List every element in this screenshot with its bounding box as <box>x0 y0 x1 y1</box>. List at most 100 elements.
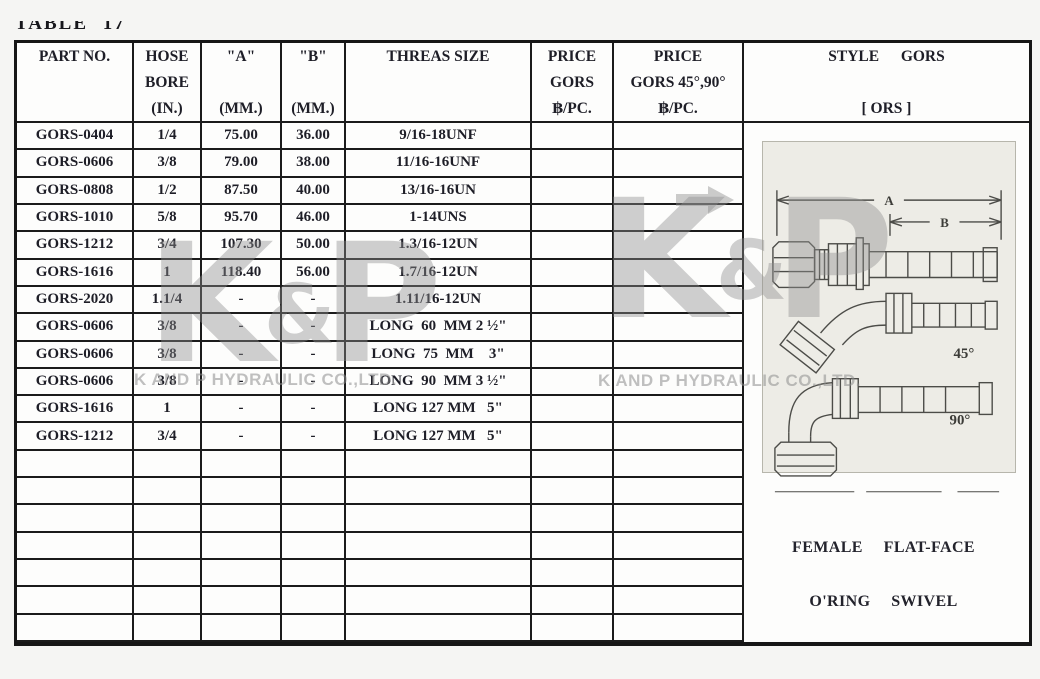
table-cell-part: GORS-0808 <box>17 177 134 205</box>
dimension-b-label: B <box>940 216 949 230</box>
header-dim-a: "A" (MM.) <box>202 43 282 123</box>
table-cell-thread: LONG 75 MM 3" <box>346 341 532 369</box>
table-cell-empty <box>282 478 346 506</box>
table-cell-price45 <box>614 177 744 205</box>
header-style-line1: STYLE GORS <box>828 48 945 65</box>
table-cell-thread: 1-14UNS <box>346 204 532 233</box>
header-price45-line3: ฿/PC. <box>658 99 698 117</box>
dimension-a-label: A <box>884 194 894 208</box>
table-cell-part: GORS-2020 <box>17 286 134 315</box>
table-cell-empty <box>282 532 346 561</box>
table-cell-a: - <box>202 314 282 342</box>
table-cell-price45 <box>614 232 744 260</box>
table-cell-thread: LONG 90 MM 3 ½" <box>346 368 532 397</box>
table-cell-thread: 1.3/16-12UN <box>346 232 532 260</box>
table-cell-empty <box>614 450 744 479</box>
header-part-no: PART NO. <box>17 43 134 123</box>
table-cell-thread: 9/16-18UNF <box>346 123 532 151</box>
table-cell-empty <box>532 505 614 533</box>
table-cell-empty <box>532 587 614 615</box>
table-cell-b: - <box>282 368 346 397</box>
dimension-a-lines <box>776 190 1002 240</box>
header-b-line2: (MM.) <box>291 99 335 117</box>
table-cell-bore: 1 <box>134 396 202 424</box>
table-cell-empty <box>17 450 134 479</box>
table-cell-a: 95.70 <box>202 204 282 233</box>
table-cell-bore: 5/8 <box>134 204 202 233</box>
table-cell-price <box>532 232 614 260</box>
table-cell-empty <box>346 614 532 642</box>
table-cell-empty <box>346 560 532 588</box>
table-cell-empty <box>134 505 202 533</box>
table-cell-empty <box>202 478 282 506</box>
table-cell-empty <box>282 450 346 479</box>
table-cell-bore: 3/4 <box>134 423 202 451</box>
table-cell-bore: 3/8 <box>134 314 202 342</box>
straight-fitting-drawing <box>772 237 998 291</box>
table-cell-bore: 3/8 <box>134 368 202 397</box>
table-label-text: TABLE 17 <box>15 21 126 34</box>
table-cell-empty <box>202 587 282 615</box>
table-cell-a: 87.50 <box>202 177 282 205</box>
header-price45-line2: GORS 45°,90° <box>630 73 726 91</box>
table-cell-a: 118.40 <box>202 259 282 287</box>
table-cell-empty <box>17 587 134 615</box>
table-cell-b: 50.00 <box>282 232 346 260</box>
table-cell-a: 75.00 <box>202 123 282 151</box>
table-cell-price <box>532 259 614 287</box>
header-price-line3: ฿/PC. <box>552 99 592 117</box>
table-cell-empty <box>532 532 614 561</box>
angle-45-label: 45° <box>953 346 974 362</box>
table-cell-thread: LONG 60 MM 2 ½" <box>346 314 532 342</box>
header-dim-b: "B" (MM.) <box>282 43 346 123</box>
table-cell-empty <box>134 614 202 642</box>
table-cell-empty <box>282 505 346 533</box>
table-cell-price45 <box>614 314 744 342</box>
table-cell-empty <box>282 614 346 642</box>
table-cell-a: 79.00 <box>202 150 282 178</box>
header-hose-bore: HOSE BORE (IN.) <box>134 43 202 123</box>
dimension-b-lines <box>889 214 1002 236</box>
table-cell-price45 <box>614 368 744 397</box>
table-cell-price45 <box>614 286 744 315</box>
header-style-gors: STYLE GORS [ ORS ] <box>744 43 1029 123</box>
table-cell-price <box>532 123 614 151</box>
table-cell-empty <box>17 505 134 533</box>
table-cell-part: GORS-0606 <box>17 314 134 342</box>
table-cell-bore: 1/2 <box>134 177 202 205</box>
table-cell-empty <box>134 587 202 615</box>
table-cell-price <box>532 286 614 315</box>
table-cell-thread: 1.11/16-12UN <box>346 286 532 315</box>
table-cell-b: - <box>282 423 346 451</box>
table-cell-empty <box>134 560 202 588</box>
header-a-line2: (MM.) <box>219 99 263 117</box>
header-hose-line1: HOSE <box>145 48 189 65</box>
table-cell-empty <box>614 505 744 533</box>
table-cell-empty <box>134 478 202 506</box>
table-cell-b: - <box>282 314 346 342</box>
table-cell-empty <box>346 532 532 561</box>
table-cell-a: - <box>202 341 282 369</box>
header-hose-line2: BORE <box>145 73 189 91</box>
table-cell-price45 <box>614 259 744 287</box>
fitting-45-drawing <box>779 292 998 374</box>
table-cell-empty <box>532 450 614 479</box>
table-cell-empty <box>282 587 346 615</box>
table-cell-empty <box>346 587 532 615</box>
table-cell-empty <box>532 614 614 642</box>
table-cell-empty <box>17 614 134 642</box>
table-cell-empty <box>532 478 614 506</box>
table-cell-b: - <box>282 286 346 315</box>
table-cell-empty <box>346 478 532 506</box>
table-cell-empty <box>346 450 532 479</box>
table-cell-b: - <box>282 396 346 424</box>
table-cell-empty <box>614 614 744 642</box>
table-cell-a: - <box>202 423 282 451</box>
table-cell-price45 <box>614 123 744 151</box>
style-caption: FEMALE FLAT-FACE O'RING SWIVEL ASSEMBLE … <box>744 505 1023 642</box>
table-cell-empty <box>614 587 744 615</box>
table-cell-thread: 13/16-16UN <box>346 177 532 205</box>
header-price45-line1: PRICE <box>653 48 703 65</box>
table-cell-empty <box>282 560 346 588</box>
table-label: TABLE 17 <box>15 21 235 37</box>
